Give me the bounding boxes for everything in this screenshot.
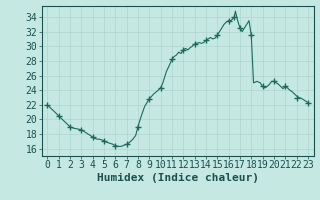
- X-axis label: Humidex (Indice chaleur): Humidex (Indice chaleur): [97, 173, 259, 183]
